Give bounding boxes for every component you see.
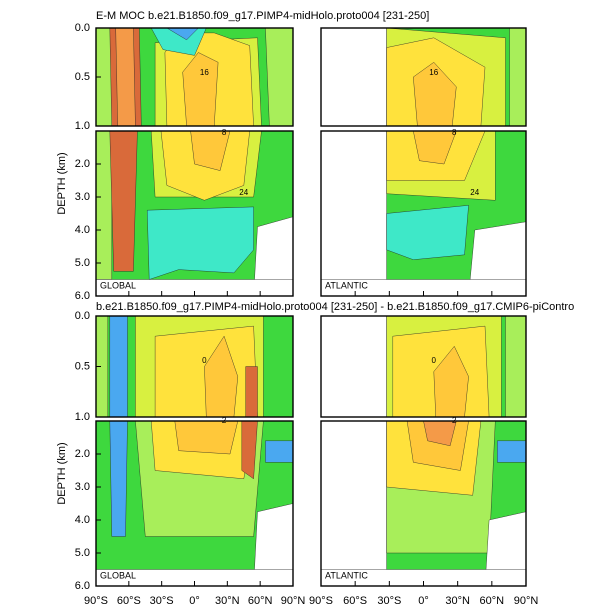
y-tick-label: 0.0 <box>75 310 90 322</box>
contour-fill <box>245 366 258 418</box>
contour-fill <box>505 315 527 418</box>
panel-label: ATLANTIC <box>325 570 368 580</box>
y-tick-label: 1.0 <box>75 411 90 423</box>
contour-label: 2 <box>222 416 227 425</box>
y-tick-label: 6.0 <box>75 290 90 302</box>
x-tick-label: 90°N <box>514 595 539 607</box>
y-tick-label: 2.0 <box>75 448 90 460</box>
x-tick-label: 90°S <box>309 595 333 607</box>
title: b.e21.B1850.f09_g17.PIMP4-midHolo.proto0… <box>96 301 574 313</box>
x-tick-label: 30°S <box>150 595 174 607</box>
y-axis-label: DEPTH (km) <box>56 442 68 504</box>
contour-fill <box>320 315 387 418</box>
contour-fill <box>109 420 128 537</box>
y-tick-label: 4.0 <box>75 224 90 236</box>
panel-label: ATLANTIC <box>325 280 368 290</box>
x-tick-label: 30°S <box>377 595 401 607</box>
contour-fill <box>320 130 387 297</box>
x-tick-label: 60°N <box>480 595 505 607</box>
contour-fill <box>386 205 469 260</box>
x-tick-label: 30°N <box>215 595 240 607</box>
x-tick-label: 0° <box>418 595 429 607</box>
contour-label: 16 <box>429 68 438 77</box>
title: E-M MOC b.e21.B1850.f09_g17.PIMP4-midHol… <box>96 10 429 22</box>
y-tick-label: 3.0 <box>75 191 90 203</box>
contour-fill <box>433 345 469 418</box>
y-axis-label: DEPTH (km) <box>56 152 68 214</box>
x-tick-label: 30°N <box>445 595 470 607</box>
contour-fill <box>265 27 294 127</box>
contour-label: 0 <box>202 356 207 365</box>
y-tick-label: 4.0 <box>75 514 90 526</box>
contour-label: 8 <box>452 128 457 137</box>
contour-fill <box>320 27 387 127</box>
y-tick-label: 1.0 <box>75 120 90 132</box>
y-tick-label: 5.0 <box>75 547 90 559</box>
panel-frame <box>320 27 527 127</box>
contour-fill <box>95 130 113 280</box>
contour-label: 2 <box>452 416 457 425</box>
x-tick-label: 90°S <box>84 595 108 607</box>
x-tick-label: 0° <box>189 595 200 607</box>
contour-fill <box>320 420 387 587</box>
contour-fill <box>109 315 128 418</box>
y-tick-label: 0.0 <box>75 22 90 34</box>
y-tick-label: 0.5 <box>75 360 90 372</box>
panel-frame <box>320 315 527 418</box>
contour-fill <box>509 27 527 127</box>
y-tick-label: 2.0 <box>75 158 90 170</box>
y-tick-label: 5.0 <box>75 257 90 269</box>
contour-fill <box>115 27 136 127</box>
x-tick-label: 60°S <box>117 595 141 607</box>
x-tick-label: 90°N <box>281 595 306 607</box>
contour-fill <box>182 52 219 127</box>
contour-fill <box>497 440 527 463</box>
x-tick-label: 60°S <box>343 595 367 607</box>
contour-label: 8 <box>222 128 227 137</box>
contour-fill <box>204 335 239 418</box>
y-tick-label: 6.0 <box>75 580 90 592</box>
y-tick-label: 3.0 <box>75 481 90 493</box>
x-tick-label: 60°N <box>248 595 273 607</box>
contour-label: 16 <box>200 68 209 77</box>
contour-label: 24 <box>239 188 248 197</box>
contour-fill <box>174 420 239 455</box>
contour-fill <box>413 62 457 127</box>
contour-label: 24 <box>470 188 479 197</box>
contour-label: 0 <box>432 356 437 365</box>
panel-label: GLOBAL <box>100 570 136 580</box>
contour-fill <box>146 206 254 280</box>
contour-fill <box>265 440 294 463</box>
panel-label: GLOBAL <box>100 280 136 290</box>
y-tick-label: 0.5 <box>75 71 90 83</box>
contour-fill <box>109 130 138 272</box>
